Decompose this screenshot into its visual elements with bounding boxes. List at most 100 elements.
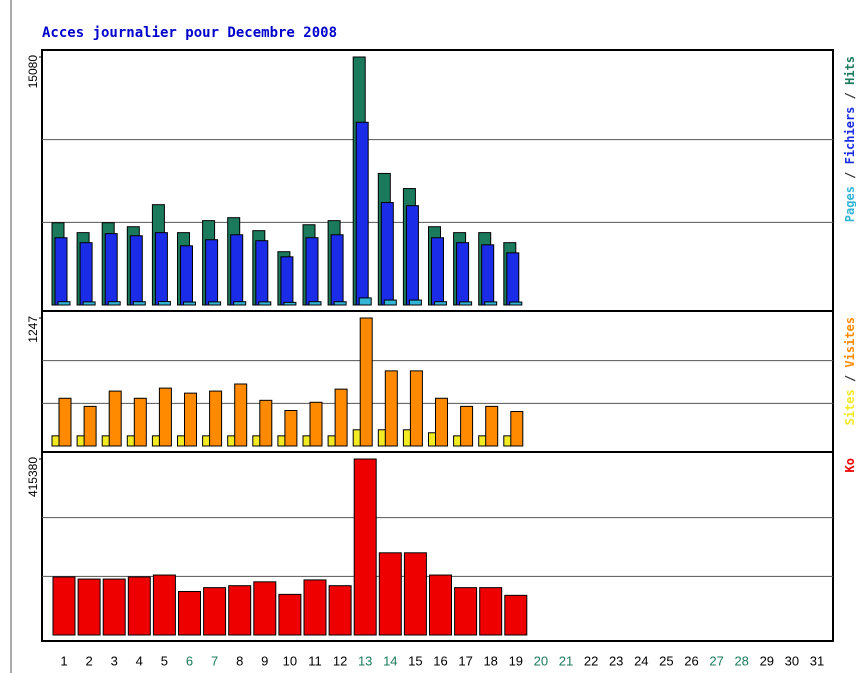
bar bbox=[353, 458, 377, 636]
bar bbox=[127, 576, 151, 636]
bar bbox=[158, 387, 172, 447]
bar bbox=[57, 301, 71, 306]
bar bbox=[509, 301, 523, 306]
x-tick-label: 16 bbox=[433, 653, 447, 668]
bar bbox=[405, 205, 419, 306]
bar bbox=[305, 237, 319, 306]
x-tick-label: 12 bbox=[333, 653, 347, 668]
bar bbox=[506, 252, 520, 306]
legend-separator: / bbox=[843, 85, 856, 107]
y-tick-label: 415380 bbox=[26, 457, 40, 497]
bar bbox=[429, 574, 452, 636]
bar bbox=[228, 585, 252, 636]
bar bbox=[358, 297, 372, 306]
x-tick-label: 28 bbox=[734, 653, 748, 668]
y-tick-label: 1247 bbox=[26, 316, 40, 343]
y-tick-label: 15080 bbox=[26, 55, 40, 89]
legend-entry: Visites bbox=[843, 317, 856, 368]
bar bbox=[280, 256, 294, 306]
bar bbox=[303, 579, 327, 636]
bar bbox=[209, 390, 223, 447]
x-tick-label: 26 bbox=[684, 653, 698, 668]
bar bbox=[233, 301, 247, 306]
bar bbox=[278, 593, 302, 636]
x-tick-label: 20 bbox=[534, 653, 548, 668]
bar bbox=[102, 578, 126, 636]
x-tick-label: 9 bbox=[261, 653, 268, 668]
bar bbox=[180, 245, 193, 306]
bar bbox=[378, 552, 402, 636]
bar bbox=[234, 383, 248, 447]
bar bbox=[359, 317, 373, 447]
legend-entry: Fichiers bbox=[843, 107, 856, 165]
bar bbox=[481, 244, 495, 306]
bar bbox=[333, 301, 347, 306]
legend-entry: Hits bbox=[843, 56, 856, 85]
legend: Pages / Fichiers / Hits bbox=[843, 56, 856, 222]
bar bbox=[205, 239, 219, 306]
bar bbox=[184, 392, 197, 447]
bar bbox=[52, 576, 76, 636]
bar bbox=[355, 121, 369, 306]
bar bbox=[259, 399, 273, 447]
x-tick-label: 18 bbox=[483, 653, 497, 668]
x-tick-label: 19 bbox=[509, 653, 523, 668]
bar bbox=[460, 405, 474, 447]
bar bbox=[183, 301, 196, 306]
bar bbox=[258, 301, 272, 306]
legend-separator: / bbox=[843, 368, 856, 390]
x-tick-label: 6 bbox=[186, 653, 193, 668]
bar bbox=[383, 299, 397, 306]
x-tick-label: 27 bbox=[709, 653, 723, 668]
bar bbox=[79, 242, 93, 306]
x-tick-label: 1 bbox=[60, 653, 67, 668]
bar bbox=[54, 237, 68, 306]
legend-entry: Ko bbox=[843, 458, 856, 472]
bar bbox=[380, 202, 394, 306]
bar bbox=[203, 587, 227, 636]
x-tick-label: 23 bbox=[609, 653, 623, 668]
legend-separator: / bbox=[843, 164, 856, 186]
bar bbox=[132, 301, 146, 306]
bar bbox=[409, 370, 423, 447]
bar bbox=[83, 405, 97, 447]
bar bbox=[459, 301, 473, 306]
bar bbox=[129, 235, 143, 306]
bar bbox=[384, 370, 398, 447]
bar bbox=[408, 299, 422, 306]
bar bbox=[431, 237, 444, 306]
bar bbox=[334, 388, 348, 447]
bar bbox=[504, 594, 528, 636]
bar bbox=[484, 301, 498, 306]
bar bbox=[77, 578, 101, 636]
x-tick-label: 24 bbox=[634, 653, 648, 668]
bar bbox=[510, 411, 524, 447]
bar bbox=[108, 390, 122, 447]
x-tick-label: 13 bbox=[358, 653, 372, 668]
bar bbox=[456, 242, 470, 306]
bar bbox=[309, 401, 323, 447]
bar bbox=[82, 301, 96, 306]
bar bbox=[253, 581, 277, 636]
x-tick-label: 2 bbox=[85, 653, 92, 668]
bar bbox=[230, 234, 244, 306]
x-tick-label: 30 bbox=[785, 653, 799, 668]
x-tick-label: 14 bbox=[383, 653, 397, 668]
x-tick-label: 10 bbox=[283, 653, 297, 668]
bar bbox=[58, 397, 72, 447]
legend-entry: Pages bbox=[843, 186, 856, 222]
bar bbox=[255, 240, 269, 306]
bar bbox=[479, 587, 503, 636]
bar bbox=[133, 397, 147, 447]
bar bbox=[308, 301, 322, 306]
bar bbox=[485, 405, 499, 447]
bar bbox=[104, 233, 118, 306]
x-tick-label: 5 bbox=[161, 653, 168, 668]
x-tick-label: 7 bbox=[211, 653, 218, 668]
x-tick-label: 15 bbox=[408, 653, 422, 668]
bar bbox=[107, 301, 121, 306]
legend: Ko bbox=[843, 458, 856, 472]
x-tick-label: 3 bbox=[111, 653, 118, 668]
legend: Sites / Visites bbox=[843, 317, 856, 425]
